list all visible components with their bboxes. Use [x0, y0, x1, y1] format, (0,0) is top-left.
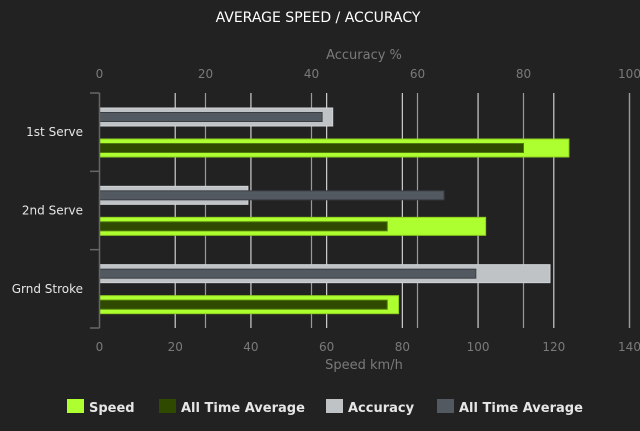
accuracy-average-bar: [99, 190, 445, 201]
speed-tick-label: 100: [467, 340, 490, 354]
legend-accuracy-swatch: [326, 399, 343, 413]
legend-speed-average-swatch: [159, 399, 176, 413]
top-axis-label: Accuracy %: [326, 48, 402, 63]
category-label: 2nd Serve: [22, 204, 83, 218]
legend-accuracy-average-label: All Time Average: [459, 401, 583, 416]
category-label: 1st Serve: [26, 125, 83, 139]
bottom-axis-label: Speed km/h: [325, 358, 403, 373]
legend-speed-swatch: [67, 399, 84, 413]
accuracy-tick-label: 100: [618, 67, 640, 81]
speed-tick-label: 40: [243, 340, 258, 354]
speed-tick-label: 80: [395, 340, 410, 354]
legend-speed-label: Speed: [89, 401, 135, 416]
speed-tick-label: 60: [319, 340, 334, 354]
speed-average-bar: [99, 221, 388, 232]
accuracy-tick-label: 60: [410, 67, 425, 81]
speed-average-bar: [99, 143, 524, 153]
speed-tick-label: 20: [168, 340, 183, 354]
category-label: Grnd Stroke: [12, 282, 83, 296]
accuracy-tick-label: 20: [198, 67, 213, 81]
speed-tick-label: 0: [96, 340, 104, 354]
speed-tick-label: 140: [618, 340, 640, 354]
accuracy-tick-label: 0: [96, 67, 104, 81]
chart-title: AVERAGE SPEED / ACCURACY: [216, 10, 421, 26]
accuracy-tick-label: 40: [304, 67, 319, 81]
legend-speed-average-label: All Time Average: [181, 401, 305, 416]
speed-average-bar: [99, 299, 388, 310]
accuracy-tick-label: 80: [516, 67, 531, 81]
legend-accuracy-label: Accuracy: [348, 401, 415, 416]
accuracy-average-bar: [99, 268, 477, 279]
legend-accuracy-average-swatch: [437, 399, 454, 413]
speed-tick-label: 120: [542, 340, 565, 354]
accuracy-average-bar: [99, 112, 323, 122]
